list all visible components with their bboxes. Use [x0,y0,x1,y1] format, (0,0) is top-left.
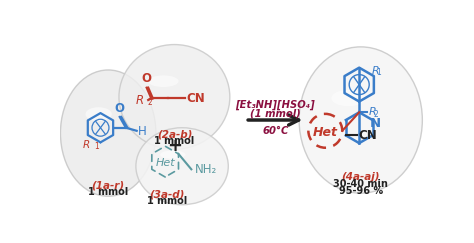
Text: R: R [136,94,144,106]
Text: Het: Het [313,126,338,139]
Text: N: N [369,117,381,130]
Text: R: R [82,140,90,150]
Text: +: + [167,137,182,155]
Text: (1a-r): (1a-r) [91,180,125,190]
Text: Het: Het [155,158,175,168]
Text: CN: CN [358,129,377,142]
Text: 60°C: 60°C [262,126,289,136]
Text: O: O [114,102,124,115]
Ellipse shape [85,107,112,121]
Text: 1 mmol: 1 mmol [146,196,187,206]
Text: (4a-aj): (4a-aj) [341,172,380,182]
Text: [Et₃NH][HSO₄]: [Et₃NH][HSO₄] [236,100,315,110]
Text: 1: 1 [376,68,381,77]
Ellipse shape [136,128,228,205]
Ellipse shape [331,90,365,106]
Text: R: R [372,66,379,76]
Text: 1 mmol: 1 mmol [154,136,194,146]
Ellipse shape [148,76,179,87]
Text: 2: 2 [373,110,378,119]
Text: CN: CN [187,92,205,105]
Text: 1: 1 [94,142,99,151]
Text: (3a-d): (3a-d) [149,189,184,199]
Ellipse shape [160,150,185,159]
Text: R: R [368,107,376,117]
Text: 30-40 min: 30-40 min [333,179,388,189]
Ellipse shape [119,44,230,149]
Text: H: H [138,125,147,138]
Text: O: O [142,72,152,85]
Ellipse shape [60,70,156,196]
Text: 2: 2 [147,98,152,107]
Text: 1 mmol: 1 mmol [88,187,128,197]
Text: (2a-b): (2a-b) [157,129,192,139]
Ellipse shape [299,47,422,193]
Text: NH₂: NH₂ [194,163,217,176]
Text: 95-96 %: 95-96 % [338,186,383,196]
Text: (1 mmol): (1 mmol) [250,108,301,119]
